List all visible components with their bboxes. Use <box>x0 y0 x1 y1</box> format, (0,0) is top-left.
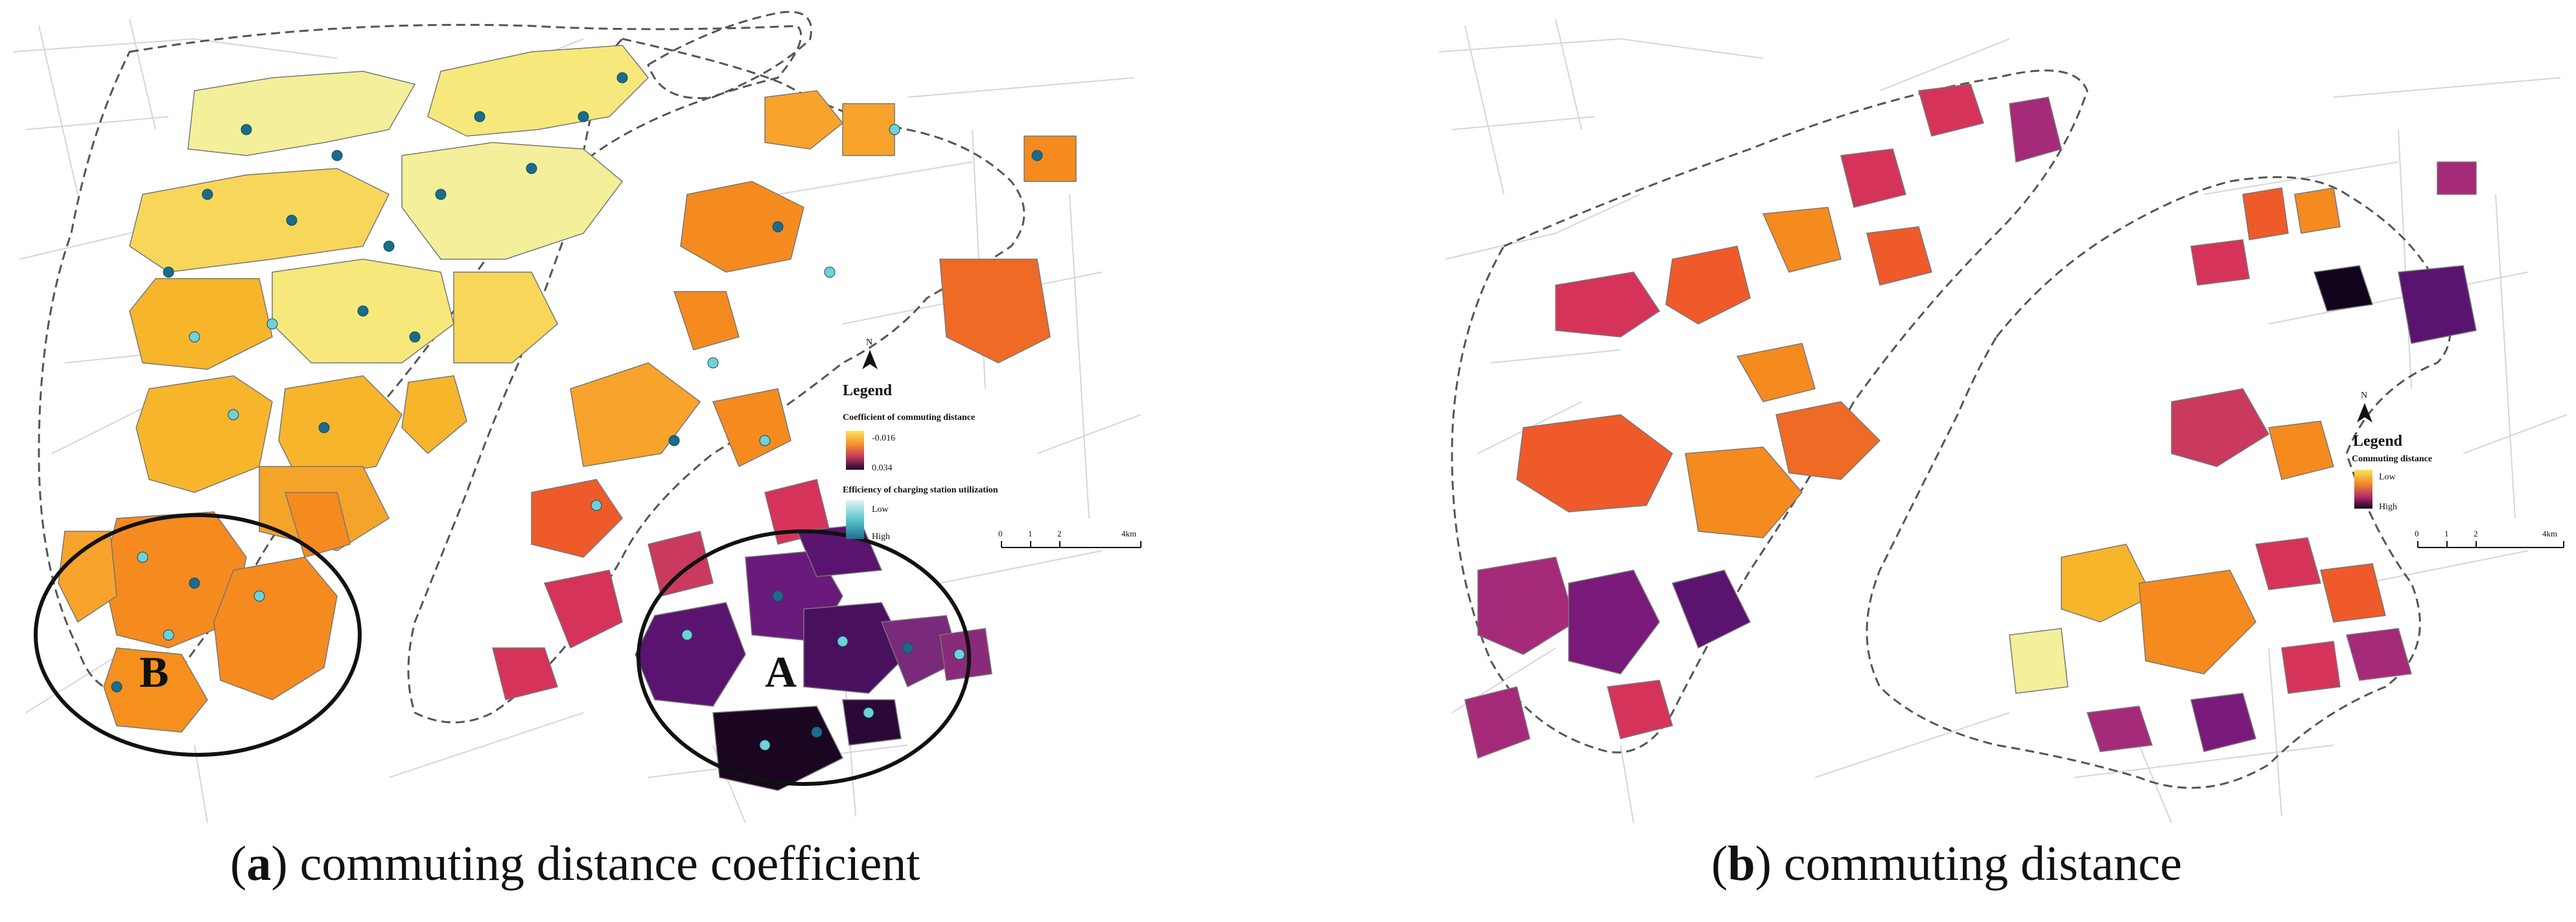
dist-gradient <box>2354 470 2372 509</box>
dist-low-label: Low <box>2379 472 2396 482</box>
map-a-svg: B A N Legend Coefficient of commuting di… <box>12 10 1142 824</box>
caption-b: (b) commuting distance <box>1711 836 2183 891</box>
legend-b: N Legend Commuting distance Low High <box>2352 391 2432 512</box>
caption-b-text: commuting distance <box>1783 836 2183 891</box>
left-district-boundary-b <box>1451 69 2089 754</box>
scale-tick-0-b: 0 <box>2415 529 2419 538</box>
north-label-b: N <box>2361 391 2367 400</box>
scale-tick-2-b: 2 <box>2474 529 2478 538</box>
caption-a-letter: a <box>246 836 272 891</box>
scale-bar-a: 0 1 2 4km <box>998 529 1142 548</box>
scale-tick-4km: 4km <box>1121 529 1136 538</box>
north-arrow-icon-b <box>2357 403 2372 422</box>
region-b-ellipse <box>34 513 362 757</box>
charging-stations <box>111 72 1043 751</box>
map-b-svg: N Legend Commuting distance Low High 0 1… <box>1438 19 2568 824</box>
legend-a: N Legend Coefficient of commuting distan… <box>843 338 998 542</box>
legend-title-b: Legend <box>2353 433 2403 450</box>
region-b-tracts <box>58 492 351 733</box>
upper-island-boundary <box>647 10 812 99</box>
hankou-zone <box>129 45 650 551</box>
eff-gradient <box>846 500 864 539</box>
caption-b-letter: b <box>1727 836 1755 891</box>
eff-low-label: Low <box>872 505 889 514</box>
caption-a-text: commuting distance coefficient <box>299 836 920 891</box>
north-arrow-icon <box>862 350 878 369</box>
coef-gradient <box>846 431 864 470</box>
scale-tick-0: 0 <box>998 529 1003 538</box>
coef-min-label: 0.034 <box>872 463 893 473</box>
scale-bar-b: 0 1 2 4km <box>2415 529 2564 548</box>
dist-high-label: High <box>2379 502 2397 512</box>
region-a-label: A <box>765 647 797 697</box>
caption-a: (a) commuting distance coefficient <box>230 836 920 891</box>
panel-a-map: B A N Legend Coefficient of commuting di… <box>0 0 1147 829</box>
region-b-label: B <box>139 647 169 697</box>
north-label: N <box>866 338 872 347</box>
eff-title: Efficiency of charging station utilizati… <box>843 485 998 495</box>
region-a-ellipse <box>637 529 971 786</box>
coef-title: Coefficient of commuting distance <box>843 413 975 422</box>
right-district-boundary-b <box>1866 176 2452 789</box>
region-a-tracts <box>635 524 992 791</box>
legend-title: Legend <box>843 382 893 399</box>
wuchang-zone <box>492 90 1077 700</box>
left-district-boundary <box>38 23 802 695</box>
scale-tick-4km-b: 4km <box>2542 529 2557 538</box>
scale-tick-1-b: 1 <box>2444 529 2449 538</box>
panel-b-map: N Legend Commuting distance Low High 0 1… <box>1426 0 2576 829</box>
distance-tracts <box>1464 84 2477 759</box>
scale-tick-2: 2 <box>1057 529 1062 538</box>
coef-max-label: -0.016 <box>872 433 895 443</box>
eff-high-label: High <box>872 532 890 542</box>
dist-title: Commuting distance <box>2352 454 2432 464</box>
scale-tick-1: 1 <box>1028 529 1033 538</box>
